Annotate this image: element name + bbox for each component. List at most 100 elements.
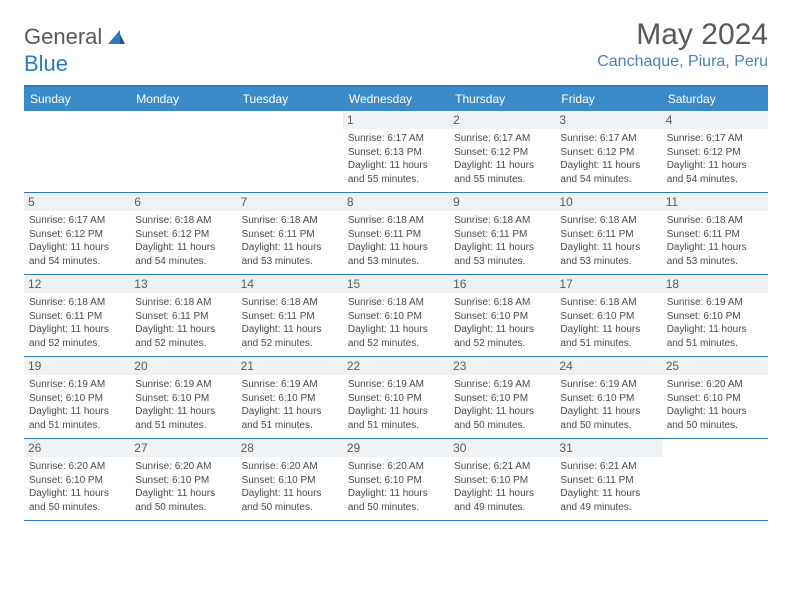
sunrise-line: Sunrise: 6:18 AM [348,214,444,228]
day-number: 25 [662,357,768,375]
calendar-day-cell: 8Sunrise: 6:18 AMSunset: 6:11 PMDaylight… [343,193,449,274]
day-info: Sunrise: 6:19 AMSunset: 6:10 PMDaylight:… [667,296,763,350]
calendar-day-cell: 10Sunrise: 6:18 AMSunset: 6:11 PMDayligh… [555,193,661,274]
sunset-line: Sunset: 6:10 PM [454,392,550,406]
day-number: 31 [555,439,661,457]
sunrise-line: Sunrise: 6:18 AM [348,296,444,310]
day-number: 13 [130,275,236,293]
sunset-line: Sunset: 6:10 PM [242,474,338,488]
sunrise-line: Sunrise: 6:20 AM [29,460,125,474]
calendar-day-cell: 19Sunrise: 6:19 AMSunset: 6:10 PMDayligh… [24,357,130,438]
sunset-line: Sunset: 6:11 PM [667,228,763,242]
sunset-line: Sunset: 6:12 PM [560,146,656,160]
sunrise-line: Sunrise: 6:19 AM [560,378,656,392]
daylight-line: Daylight: 11 hours and 52 minutes. [135,323,231,350]
sunset-line: Sunset: 6:10 PM [454,310,550,324]
dow-tuesday: Tuesday [237,87,343,111]
day-info: Sunrise: 6:21 AMSunset: 6:11 PMDaylight:… [560,460,656,514]
calendar-day-cell: 23 Sunrise: 6:19 AMSunset: 6:10 PMDayligh… [449,357,555,438]
calendar-day-cell: 13Sunrise: 6:18 AMSunset: 6:11 PMDayligh… [130,275,236,356]
sunrise-line: Sunrise: 6:18 AM [667,214,763,228]
calendar-day-cell: 27Sunrise: 6:20 AMSunset: 6:10 PMDayligh… [130,439,236,520]
sunset-line: Sunset: 6:12 PM [29,228,125,242]
sunset-line: Sunset: 6:10 PM [454,474,550,488]
day-number: 6 [130,193,236,211]
weeks-container: 1Sunrise: 6:17 AMSunset: 6:13 PMDaylight… [24,111,768,521]
daylight-line: Daylight: 11 hours and 51 minutes. [135,405,231,432]
calendar-day-cell: 1Sunrise: 6:17 AMSunset: 6:13 PMDaylight… [343,111,449,192]
daylight-line: Daylight: 11 hours and 51 minutes. [29,405,125,432]
daylight-line: Daylight: 11 hours and 53 minutes. [348,241,444,268]
brand-logo: General [24,18,128,50]
sunrise-line: Sunrise: 6:18 AM [135,296,231,310]
daylight-line: Daylight: 11 hours and 51 minutes. [560,323,656,350]
day-number: 1 [343,111,449,129]
sunrise-line: Sunrise: 6:20 AM [667,378,763,392]
sunrise-line: Sunrise: 6:20 AM [242,460,338,474]
daylight-line: Daylight: 11 hours and 50 minutes. [29,487,125,514]
day-number: 22 [343,357,449,375]
calendar-week: 12 Sunrise: 6:18 AMSunset: 6:11 PMDayligh… [24,275,768,357]
brand-word-2: Blue [24,51,68,77]
calendar-day-cell: 17Sunrise: 6:18 AMSunset: 6:10 PMDayligh… [555,275,661,356]
day-number: 15 [343,275,449,293]
sunrise-line: Sunrise: 6:20 AM [348,460,444,474]
day-info: Sunrise: 6:17 AMSunset: 6:12 PMDaylight:… [29,214,125,268]
day-info: Sunrise: 6:18 AMSunset: 6:11 PMDaylight:… [29,296,125,350]
calendar-day-cell: 22Sunrise: 6:19 AMSunset: 6:10 PMDayligh… [343,357,449,438]
day-number: 23 [449,357,555,375]
calendar-day-cell: 30Sunrise: 6:21 AMSunset: 6:10 PMDayligh… [449,439,555,520]
sunset-line: Sunset: 6:10 PM [135,474,231,488]
day-info: Sunrise: 6:19 AMSunset: 6:10 PMDaylight:… [560,378,656,432]
day-number: 10 [555,193,661,211]
sunset-line: Sunset: 6:11 PM [560,228,656,242]
sunrise-line: Sunrise: 6:20 AM [135,460,231,474]
daylight-line: Daylight: 11 hours and 50 minutes. [135,487,231,514]
sunrise-line: Sunrise: 6:17 AM [667,132,763,146]
calendar-week: 5Sunrise: 6:17 AMSunset: 6:12 PMDaylight… [24,193,768,275]
sunset-line: Sunset: 6:10 PM [135,392,231,406]
location-subtitle: Canchaque, Piura, Peru [597,53,768,71]
day-info: Sunrise: 6:19 AMSunset: 6:10 PMDaylight:… [135,378,231,432]
daylight-line: Daylight: 11 hours and 54 minutes. [135,241,231,268]
day-number: 12 [24,275,130,293]
calendar-day-cell: 24 Sunrise: 6:19 AMSunset: 6:10 PMDayligh… [555,357,661,438]
sunrise-line: Sunrise: 6:19 AM [29,378,125,392]
sunrise-line: Sunrise: 6:19 AM [667,296,763,310]
calendar-day-cell: 25Sunrise: 6:20 AMSunset: 6:10 PMDayligh… [662,357,768,438]
daylight-line: Daylight: 11 hours and 49 minutes. [560,487,656,514]
calendar-day-cell: 28Sunrise: 6:20 AMSunset: 6:10 PMDayligh… [237,439,343,520]
daylight-line: Daylight: 11 hours and 55 minutes. [454,159,550,186]
day-info: Sunrise: 6:18 AMSunset: 6:10 PMDaylight:… [454,296,550,350]
daylight-line: Daylight: 11 hours and 49 minutes. [454,487,550,514]
day-info: Sunrise: 6:19 AMSunset: 6:10 PMDaylight:… [454,378,550,432]
day-number: 19 [24,357,130,375]
calendar-day-cell [237,111,343,192]
calendar-day-cell: 18Sunrise: 6:19 AMSunset: 6:10 PMDayligh… [662,275,768,356]
day-info: Sunrise: 6:17 AMSunset: 6:12 PMDaylight:… [454,132,550,186]
daylight-line: Daylight: 11 hours and 50 minutes. [348,487,444,514]
daylight-line: Daylight: 11 hours and 54 minutes. [29,241,125,268]
calendar-day-cell: 21Sunrise: 6:19 AMSunset: 6:10 PMDayligh… [237,357,343,438]
calendar-grid: Sunday Monday Tuesday Wednesday Thursday… [24,85,768,521]
calendar-day-cell: 16 Sunrise: 6:18 AMSunset: 6:10 PMDayligh… [449,275,555,356]
day-number: 2 [449,111,555,129]
daylight-line: Daylight: 11 hours and 52 minutes. [348,323,444,350]
sunrise-line: Sunrise: 6:21 AM [560,460,656,474]
sunrise-line: Sunrise: 6:18 AM [242,296,338,310]
sunrise-line: Sunrise: 6:18 AM [29,296,125,310]
calendar-day-cell: 7Sunrise: 6:18 AMSunset: 6:11 PMDaylight… [237,193,343,274]
daylight-line: Daylight: 11 hours and 50 minutes. [242,487,338,514]
day-number: 16 [449,275,555,293]
day-number: 24 [555,357,661,375]
daylight-line: Daylight: 11 hours and 50 minutes. [454,405,550,432]
sunrise-line: Sunrise: 6:17 AM [560,132,656,146]
daylight-line: Daylight: 11 hours and 51 minutes. [242,405,338,432]
day-info: Sunrise: 6:20 AMSunset: 6:10 PMDaylight:… [348,460,444,514]
sunrise-line: Sunrise: 6:18 AM [454,296,550,310]
calendar-week: 19Sunrise: 6:19 AMSunset: 6:10 PMDayligh… [24,357,768,439]
day-number: 17 [555,275,661,293]
calendar-day-cell: 20Sunrise: 6:19 AMSunset: 6:10 PMDayligh… [130,357,236,438]
day-number: 4 [662,111,768,129]
sunset-line: Sunset: 6:10 PM [348,310,444,324]
